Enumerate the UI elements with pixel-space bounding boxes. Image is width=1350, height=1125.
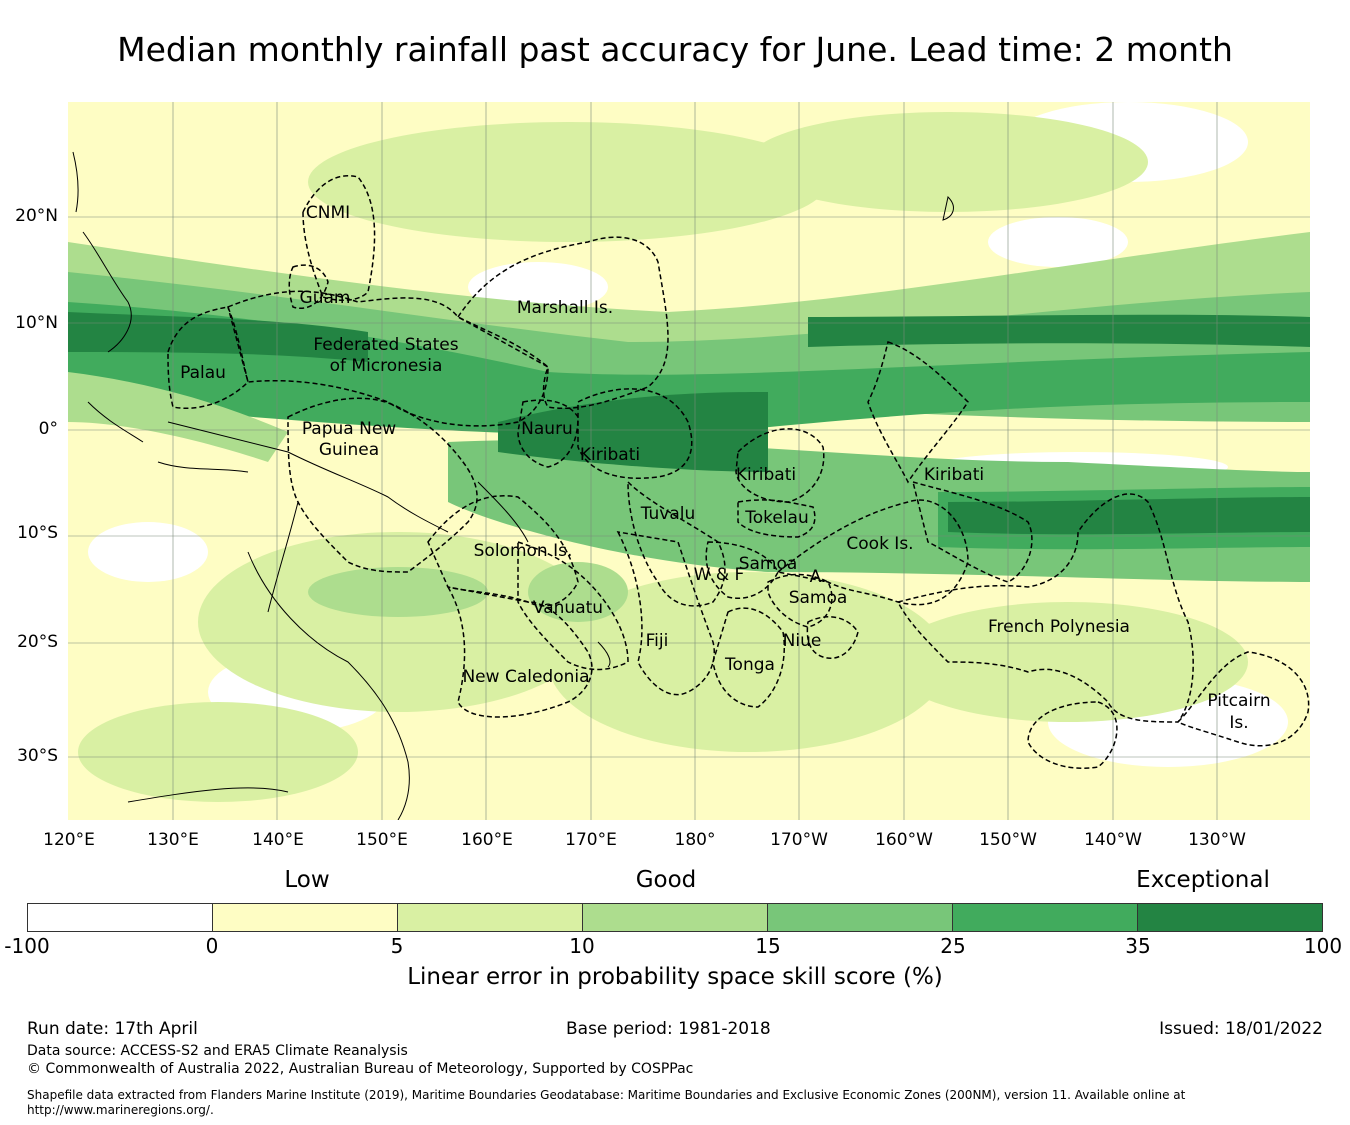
region-label: Marshall Is.	[517, 298, 613, 318]
lat-label: 0°	[38, 419, 58, 439]
colorbar-tick: 15	[755, 934, 781, 958]
region-label: Tonga	[724, 655, 775, 675]
region-label: Cook Is.	[846, 534, 913, 554]
colorbar-tick: 10	[569, 934, 595, 958]
lon-label: 130°W	[1188, 830, 1246, 850]
region-label: Tuvalu	[640, 504, 696, 524]
map-canvas: CNMI Guam Marshall Is. Federated States …	[68, 102, 1310, 820]
base-period: Base period: 1981-2018	[566, 1019, 771, 1039]
lon-label: 150°W	[979, 830, 1037, 850]
lon-label: 160°E	[461, 830, 513, 850]
lat-label: 10°N	[15, 313, 58, 333]
lon-label: 120°E	[43, 830, 95, 850]
region-label: French Polynesia	[988, 617, 1130, 637]
region-label: Federated States	[313, 335, 458, 355]
copyright: © Commonwealth of Australia 2022, Austra…	[27, 1061, 694, 1077]
region-labels: CNMI Guam Marshall Is. Federated States …	[180, 203, 1271, 733]
lon-label: 130°E	[147, 830, 199, 850]
region-label: Solomon Is.	[474, 541, 573, 561]
colorbar-tick: 25	[940, 934, 966, 958]
colorbar-segment	[583, 904, 768, 931]
legend-category-low: Low	[284, 867, 330, 893]
colorbar-segment	[953, 904, 1138, 931]
region-label: Fiji	[646, 631, 669, 651]
region-label: Guam	[300, 288, 351, 308]
lat-label: 20°N	[15, 206, 58, 226]
coastlines	[72, 151, 954, 820]
data-source: Data source: ACCESS-S2 and ERA5 Climate …	[27, 1043, 408, 1059]
region-label: Vanuatu	[533, 598, 603, 618]
region-label: New Caledonia	[462, 667, 589, 687]
region-label: Is.	[1229, 713, 1248, 733]
region-label: Guinea	[319, 440, 379, 460]
legend-category-exceptional: Exceptional	[1136, 867, 1270, 893]
legend-category-good: Good	[635, 867, 697, 893]
lon-label: 140°W	[1084, 830, 1142, 850]
lon-label: 170°E	[565, 830, 617, 850]
region-label: A.	[810, 567, 827, 587]
lon-label: 140°E	[252, 830, 304, 850]
run-date: Run date: 17th April	[27, 1019, 198, 1039]
page-title: Median monthly rainfall past accuracy fo…	[117, 30, 1233, 69]
colorbar-segment	[398, 904, 583, 931]
eez-boundaries	[167, 175, 1310, 769]
region-label: Samoa	[739, 554, 798, 574]
lon-label: 150°E	[356, 830, 408, 850]
colorbar-segment	[768, 904, 953, 931]
lat-label: 30°S	[17, 746, 58, 766]
colorbar-tick: 100	[1303, 934, 1343, 958]
colorbar-tick: -100	[4, 934, 50, 958]
colorbar-tick: 35	[1125, 934, 1151, 958]
issued-date: Issued: 18/01/2022	[1159, 1019, 1323, 1039]
region-label: Nauru	[521, 419, 573, 439]
region-label: Pitcairn	[1207, 691, 1270, 711]
lon-label: 180°	[674, 830, 716, 850]
lat-label: 10°S	[17, 523, 58, 543]
shapefile-credit: Shapefile data extracted from Flanders M…	[27, 1088, 1186, 1117]
region-label: Kiribati	[580, 445, 640, 465]
graticule	[68, 102, 1310, 820]
region-label: of Micronesia	[330, 356, 443, 376]
colorbar-segment	[28, 904, 213, 931]
colorbar-segment	[213, 904, 398, 931]
lat-label: 20°S	[17, 632, 58, 652]
region-label: Palau	[180, 363, 226, 383]
region-label: Papua New	[302, 419, 396, 439]
colorbar-tick: 0	[205, 934, 219, 958]
skill-field	[68, 102, 1310, 820]
region-label: Kiribati	[736, 465, 796, 485]
lon-label: 170°W	[770, 830, 828, 850]
region-label: CNMI	[306, 203, 350, 223]
colorbar-label: Linear error in probability space skill …	[407, 964, 943, 990]
colorbar-segment	[1138, 904, 1322, 931]
region-label: W & F	[694, 565, 745, 585]
lon-label: 160°W	[875, 830, 933, 850]
colorbar	[27, 903, 1323, 932]
region-label: Samoa	[789, 588, 848, 608]
region-label: Kiribati	[924, 465, 984, 485]
colorbar-tick: 5	[390, 934, 404, 958]
region-label: Tokelau	[744, 508, 809, 528]
region-label: Niue	[783, 631, 822, 651]
skill-score-map[interactable]: CNMI Guam Marshall Is. Federated States …	[68, 102, 1310, 820]
